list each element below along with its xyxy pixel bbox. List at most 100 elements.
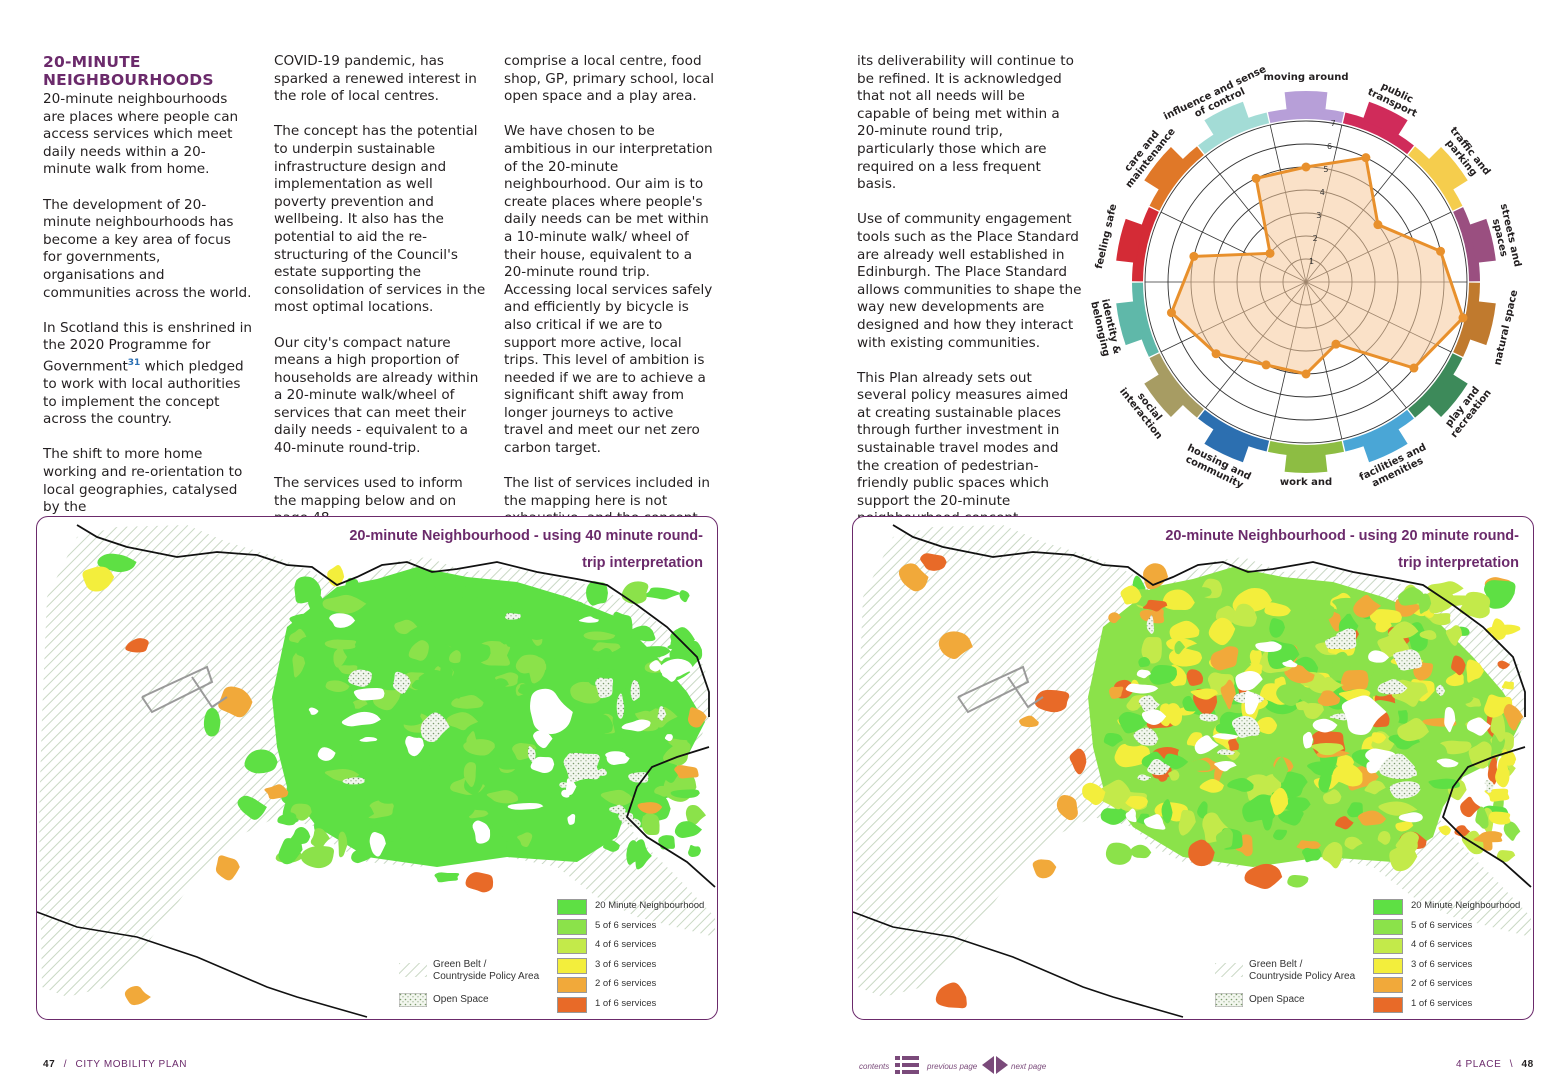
service-area (1335, 816, 1354, 830)
wheel-label: natural space (1492, 289, 1520, 367)
score-point (1166, 308, 1176, 318)
service-area (1118, 711, 1148, 734)
svg-text:work andlocal economy: work andlocal economy (1266, 477, 1347, 488)
document-title: CITY MOBILITY PLAN (75, 1059, 188, 1070)
service-area (1428, 778, 1460, 789)
service-area (1496, 850, 1516, 862)
service-area (305, 723, 337, 737)
coastline (892, 524, 1526, 717)
service-area (420, 712, 450, 743)
service-area (434, 872, 460, 883)
service-area (449, 650, 461, 664)
service-area (1353, 594, 1382, 618)
service-area (1419, 630, 1437, 640)
service-area (344, 803, 375, 826)
service-area (1141, 709, 1167, 726)
service-area (472, 820, 491, 844)
service-area (359, 736, 378, 742)
service-area (1417, 593, 1432, 614)
service-area (1244, 690, 1260, 715)
service-area (215, 855, 240, 881)
service-area (649, 660, 663, 672)
scale-label: 3 (1316, 211, 1321, 220)
wheel-segment (1132, 282, 1159, 357)
service-area (505, 613, 521, 620)
service-area (567, 814, 576, 825)
service-area (474, 674, 495, 701)
service-area (1445, 625, 1463, 646)
legend-swatch (557, 996, 587, 1013)
service-area (455, 802, 475, 819)
previous-arrow-icon[interactable] (982, 1056, 994, 1074)
wheel-label: feeling safe (1094, 203, 1120, 270)
service-area (1141, 636, 1162, 664)
legend-swatch (557, 899, 587, 915)
menu-icon[interactable] (895, 1056, 919, 1074)
service-area (418, 670, 445, 684)
left-column-2: COVID-19 pandemic, has sparked a renewed… (274, 53, 486, 546)
service-area (1503, 821, 1521, 841)
service-area (920, 553, 947, 571)
service-area (428, 583, 458, 608)
previous-page-link[interactable]: previous page (927, 1062, 978, 1071)
service-area (1261, 756, 1275, 772)
service-area (609, 804, 626, 815)
service-area (1194, 735, 1219, 755)
paragraph: 20-minute neighbourhoods are places wher… (43, 91, 239, 178)
service-area (1212, 733, 1239, 740)
right-column-1: its deliverability will continue to be r… (857, 53, 1082, 546)
service-area (564, 641, 589, 666)
council-boundary (37, 911, 368, 1018)
service-area (1302, 847, 1322, 863)
service-area (898, 563, 929, 592)
next-arrow-icon[interactable] (996, 1056, 1008, 1074)
legend-swatch (1373, 996, 1403, 1013)
footnote-link[interactable]: 31 (127, 357, 141, 368)
service-area (489, 772, 508, 787)
service-area (1422, 742, 1448, 764)
service-area (1377, 679, 1408, 695)
service-area (462, 584, 486, 598)
scale-label: 6 (1327, 142, 1332, 151)
service-area (392, 671, 411, 694)
service-area (405, 736, 424, 757)
legend-label: 2 of 6 services (595, 978, 657, 989)
wheel-segment (1198, 409, 1270, 452)
service-area (1228, 736, 1239, 752)
service-area (1444, 707, 1456, 733)
service-area (517, 684, 543, 695)
service-area (515, 654, 547, 674)
service-area (1378, 801, 1418, 816)
service-area (1491, 618, 1507, 640)
service-area (1264, 602, 1291, 617)
service-area (1133, 727, 1159, 746)
service-area (594, 648, 615, 670)
service-area (674, 765, 699, 779)
service-area (1082, 782, 1106, 806)
left-column-3: comprise a local centre, food shop, GP, … (504, 53, 716, 563)
service-area (302, 625, 323, 637)
hatch-swatch (399, 963, 427, 977)
dots-swatch (399, 993, 427, 1007)
service-area (1125, 808, 1137, 823)
footer-right: 4 PLACE \ 48 (1456, 1059, 1534, 1070)
contents-link[interactable]: contents (859, 1062, 890, 1071)
service-area (657, 705, 667, 721)
service-area (1368, 650, 1390, 663)
service-area (1341, 695, 1387, 735)
wheel-tab (1144, 146, 1186, 192)
wheel-segment (1149, 353, 1204, 418)
service-area (636, 736, 647, 762)
service-area (1215, 827, 1233, 850)
service-area (578, 616, 599, 623)
service-area (636, 646, 672, 658)
service-area (1473, 831, 1503, 843)
service-area (1120, 585, 1142, 605)
service-area (369, 832, 386, 857)
service-area (563, 752, 600, 783)
service-area (1318, 769, 1332, 793)
legend-swatch (1373, 977, 1403, 993)
service-area (1208, 617, 1236, 646)
next-page-link[interactable]: next page (1011, 1062, 1047, 1071)
svg-text:feeling safe: feeling safe (1094, 203, 1120, 270)
